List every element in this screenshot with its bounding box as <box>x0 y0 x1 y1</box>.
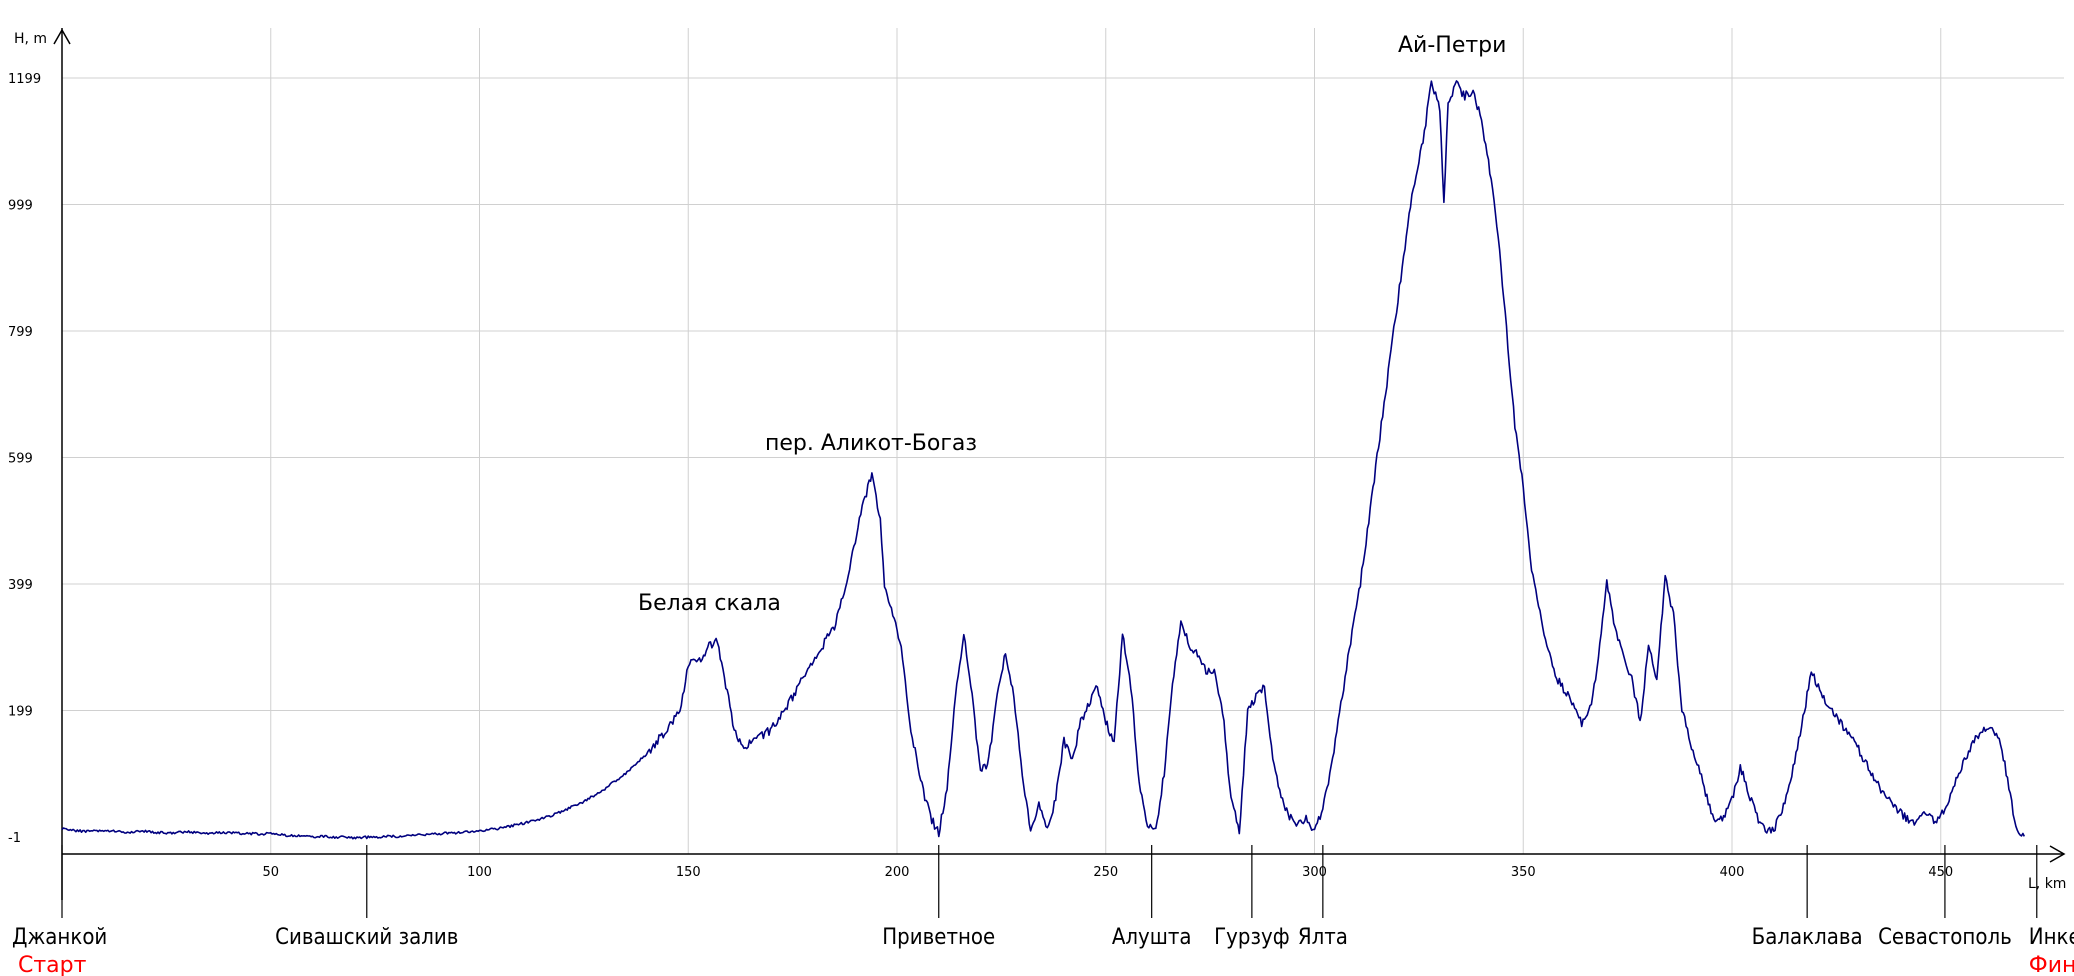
x-tick-label: 450 <box>1928 865 1953 880</box>
place-sub-label-8: Финиш <box>2029 953 2074 976</box>
tick-labels: 50 100 150 200 250 300 350 400 450 -1 199 399 599 799… <box>8 72 1953 880</box>
place-label-3: Алушта <box>1112 925 1192 950</box>
x-tick-label: 100 <box>467 865 492 880</box>
peak-label-ai-petri: Ай-Петри <box>1398 33 1506 58</box>
x-axis-arrow <box>2049 845 2066 863</box>
x-axis-label: L, km <box>2028 876 2066 892</box>
place-label-7: Севастополь <box>1878 925 2012 950</box>
y-axis-label: H, m <box>14 31 47 47</box>
elevation-series <box>61 80 2026 840</box>
place-markers: Джанкой Старт Сивашский залив Приветное Алуш… <box>12 845 2074 976</box>
x-tick-label: 200 <box>885 865 910 880</box>
place-label-8: Инкерман <box>2029 925 2074 950</box>
place-label-5: Ялта <box>1298 925 1348 950</box>
axes <box>53 28 2066 900</box>
series-line-0 <box>61 80 2026 840</box>
y-tick-label: 399 <box>8 578 33 593</box>
place-label-6: Балаклава <box>1752 925 1863 950</box>
place-label-0: Джанкой <box>12 925 107 950</box>
grid <box>62 28 2064 854</box>
x-tick-label: 350 <box>1511 865 1536 880</box>
place-label-2: Приветное <box>882 925 995 950</box>
y-tick-label: 999 <box>8 199 33 214</box>
y-tick-label: 799 <box>8 325 33 340</box>
peak-label-belaya-skala: Белая скала <box>638 591 781 616</box>
y-tick-label: 1199 <box>8 72 41 87</box>
x-tick-label: 400 <box>1720 865 1745 880</box>
x-tick-label: 150 <box>676 865 701 880</box>
y-tick-label: 599 <box>8 452 33 467</box>
place-label-1: Сивашский залив <box>275 925 458 950</box>
y-tick-label: -1 <box>8 831 21 846</box>
place-label-4: Гурзуф <box>1214 925 1290 950</box>
x-tick-label: 300 <box>1302 865 1327 880</box>
x-tick-label: 250 <box>1093 865 1118 880</box>
x-tick-label: 50 <box>262 865 279 880</box>
y-axis-arrow <box>53 28 71 45</box>
place-sub-label-0: Старт <box>18 953 87 976</box>
peak-label-alikot-bogaz: пер. Аликот-Богаз <box>765 431 977 456</box>
y-tick-label: 199 <box>8 705 33 720</box>
